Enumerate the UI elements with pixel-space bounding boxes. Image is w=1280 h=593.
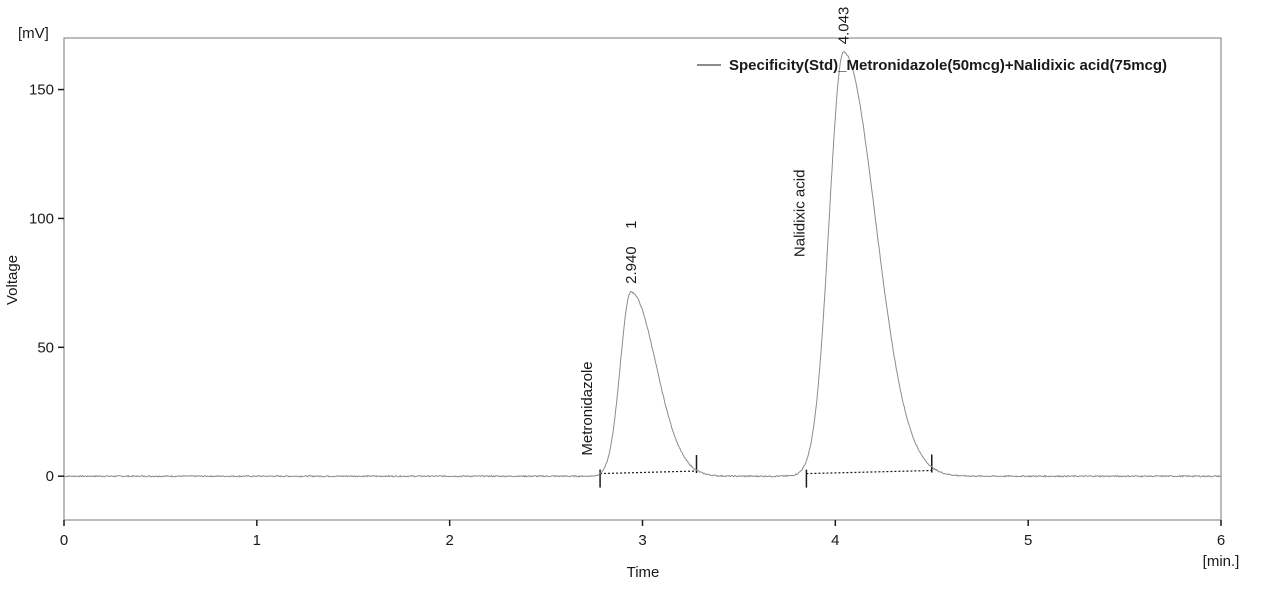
x-tick-label: 5 — [1024, 532, 1032, 549]
integration-baselines — [599, 454, 933, 488]
y-axis-title: Voltage — [4, 255, 21, 305]
integration-baseline — [600, 470, 697, 475]
peak-number: 1 — [623, 221, 640, 229]
peak-compound-name: Metronidazole — [579, 361, 596, 455]
legend-entry: Specificity(Std)_Metronidazole(50mcg)+Na… — [729, 57, 1167, 74]
y-tick-label: 0 — [46, 468, 54, 485]
y-tick-label: 100 — [29, 210, 54, 227]
x-tick-label: 3 — [638, 532, 646, 549]
y-axis-ticks: 0 50 100 150 — [29, 82, 64, 485]
chromatogram-trace — [63, 50, 1222, 478]
x-tick-label: 6 — [1217, 532, 1225, 549]
legend: Specificity(Std)_Metronidazole(50mcg)+Na… — [697, 57, 1167, 74]
y-unit-label: [mV] — [18, 25, 49, 42]
peak-retention-time: 2.940 — [623, 246, 640, 284]
y-tick-label: 150 — [29, 82, 54, 99]
x-axis-title: Time — [627, 564, 660, 581]
x-tick-label: 2 — [445, 532, 453, 549]
x-tick-label: 0 — [60, 532, 68, 549]
x-axis-ticks: 0 1 2 3 4 5 6 — [60, 520, 1225, 549]
x-tick-label: 4 — [831, 532, 839, 549]
integration-baseline — [806, 469, 932, 475]
peak-retention-time: 4.043 — [836, 7, 853, 45]
x-tick-label: 1 — [253, 532, 261, 549]
plot-frame — [63, 37, 1222, 521]
peak-compound-name: Nalidixic acid — [792, 170, 809, 258]
x-unit-label: [min.] — [1203, 553, 1240, 570]
y-tick-label: 50 — [37, 339, 54, 356]
